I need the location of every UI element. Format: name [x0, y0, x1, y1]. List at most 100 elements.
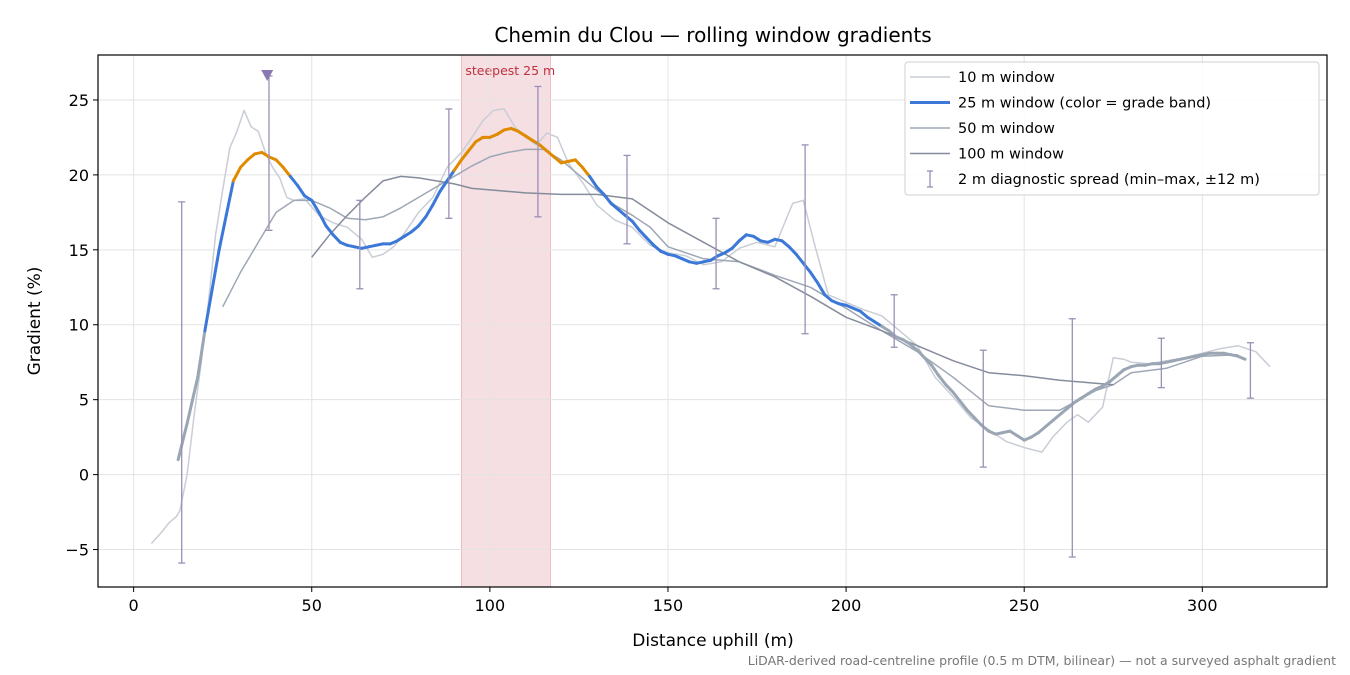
series-25m-segment — [431, 189, 442, 207]
series-25m-segment — [324, 224, 335, 237]
series-25m-segment — [858, 309, 869, 319]
series-25m-segment — [424, 203, 435, 219]
steepest-band-label: steepest 25 m — [465, 63, 555, 78]
series-25m-segment — [944, 383, 955, 394]
series-25m-segment — [816, 281, 827, 297]
series-25m-segment — [224, 179, 235, 217]
series-25m-segment — [1044, 419, 1055, 429]
diagnostic-spread-bar — [1068, 318, 1076, 558]
series-25m-segment — [176, 422, 189, 462]
series-25m-window — [176, 126, 1247, 462]
diagnostic-spread-bar — [623, 154, 631, 245]
series-25m-segment — [609, 201, 620, 211]
series-25m-segment — [203, 288, 214, 333]
diagnostic-spread-bar — [890, 294, 898, 348]
series-25m-segment — [823, 293, 834, 303]
series-25m-segment — [210, 248, 221, 292]
series-25m-segment — [438, 179, 449, 193]
legend-label: 100 m window — [958, 147, 1064, 163]
legend: 10 m window 25 m window (color = grade ba… — [904, 61, 1320, 196]
chart-title: Chemin du Clou — rolling window gradient… — [494, 23, 931, 47]
series-25m-segment — [937, 374, 948, 387]
series-25m-segment — [908, 342, 919, 352]
series-25m-segment — [466, 140, 478, 153]
series-25m-segment — [295, 183, 307, 198]
legend-entry: 100 m window — [910, 147, 1064, 163]
series-25m-segment — [588, 174, 599, 189]
series-25m-segment — [238, 158, 250, 169]
series-25m-segment — [915, 348, 926, 360]
legend-entry: 10 m window — [910, 70, 1055, 86]
series-25m-segment — [573, 158, 584, 169]
series-25m-segment — [317, 210, 328, 228]
diagnostic-spread-bar — [1157, 337, 1165, 389]
x-tick-label: 200 — [831, 596, 862, 615]
y-axis-label: Gradient (%) — [25, 267, 45, 376]
series-25m-segment — [780, 239, 791, 249]
axes-frame — [97, 54, 1328, 588]
series-25m-segment — [274, 158, 285, 169]
series-25m-segment — [310, 198, 321, 214]
legend-entry: 50 m window — [910, 121, 1055, 137]
y-tick-label: 0 — [79, 466, 89, 485]
series-25m-segment — [417, 215, 428, 228]
series-25m-segment — [246, 152, 257, 162]
legend-label: 50 m window — [958, 121, 1055, 137]
series-25m-segment — [730, 239, 741, 250]
series-25m-segment — [595, 185, 606, 196]
diagnostic-spread-bar — [1246, 342, 1254, 399]
y-tick-label: 15 — [69, 241, 89, 260]
series-25m-segment — [331, 233, 342, 244]
x-axis-label: Distance uphill (m) — [632, 631, 793, 651]
series-25m-segment — [1058, 407, 1069, 417]
y-tick-label: 20 — [69, 166, 89, 185]
legend-box — [904, 61, 1320, 196]
diagnostic-spread-bar — [445, 108, 453, 219]
series-25m-segment — [538, 143, 549, 153]
series-25m-segment — [787, 245, 798, 256]
series-25m-segment — [630, 219, 641, 232]
series-25m-segment — [958, 399, 969, 412]
y-tick-label: 25 — [69, 91, 89, 110]
x-tick-label: 0 — [129, 596, 139, 615]
diagnostic-spread-bar — [534, 85, 542, 218]
series-100-m-window — [311, 175, 1114, 386]
x-tick-label: 250 — [1009, 596, 1040, 615]
x-tick-label: 300 — [1187, 596, 1218, 615]
series-25m-segment — [409, 224, 421, 234]
series-25m-segment — [288, 174, 299, 187]
series-50-m-window — [222, 148, 1238, 411]
y-tick-label: −5 — [65, 541, 89, 560]
series-25m-segment — [637, 228, 649, 240]
series-25m-segment — [737, 233, 748, 243]
legend-entry: 25 m window (color = grade band) — [910, 96, 1211, 112]
diagnostic-spread-bar — [801, 144, 809, 335]
peak-marker — [261, 69, 274, 81]
series-25m-segment — [281, 165, 292, 178]
footnote: LiDAR-derived road-centreline profile (0… — [748, 653, 1336, 668]
legend-entry: 2 m diagnostic spread (min–max, ±12 m) — [927, 170, 1260, 188]
series-25m-segment — [922, 356, 934, 367]
series-25m-segment — [645, 236, 656, 247]
diagnostic-spread-bar — [178, 201, 186, 564]
legend-label: 10 m window — [958, 70, 1055, 86]
y-tick-label: 10 — [69, 316, 89, 335]
series-25m-segment — [808, 270, 820, 285]
x-tick-label: 100 — [475, 596, 506, 615]
series-25m-segment — [794, 252, 805, 265]
steepest-band — [460, 54, 551, 588]
series-25m-segment — [196, 329, 207, 379]
series-25m-segment — [951, 390, 962, 403]
series-25m-segment — [580, 165, 592, 178]
y-tick-label: 5 — [79, 391, 89, 410]
series-25m-segment — [217, 213, 228, 252]
legend-label: 2 m diagnostic spread (min–max, ±12 m) — [958, 172, 1260, 188]
series-25m-segment — [1236, 354, 1247, 361]
series-25m-segment — [930, 363, 941, 378]
series-25m-segment — [452, 158, 463, 172]
series-25m-segment — [1051, 413, 1062, 423]
series-25m-segment — [965, 408, 976, 420]
series-25m-segment — [652, 243, 663, 253]
series-25m-segment — [552, 155, 563, 165]
